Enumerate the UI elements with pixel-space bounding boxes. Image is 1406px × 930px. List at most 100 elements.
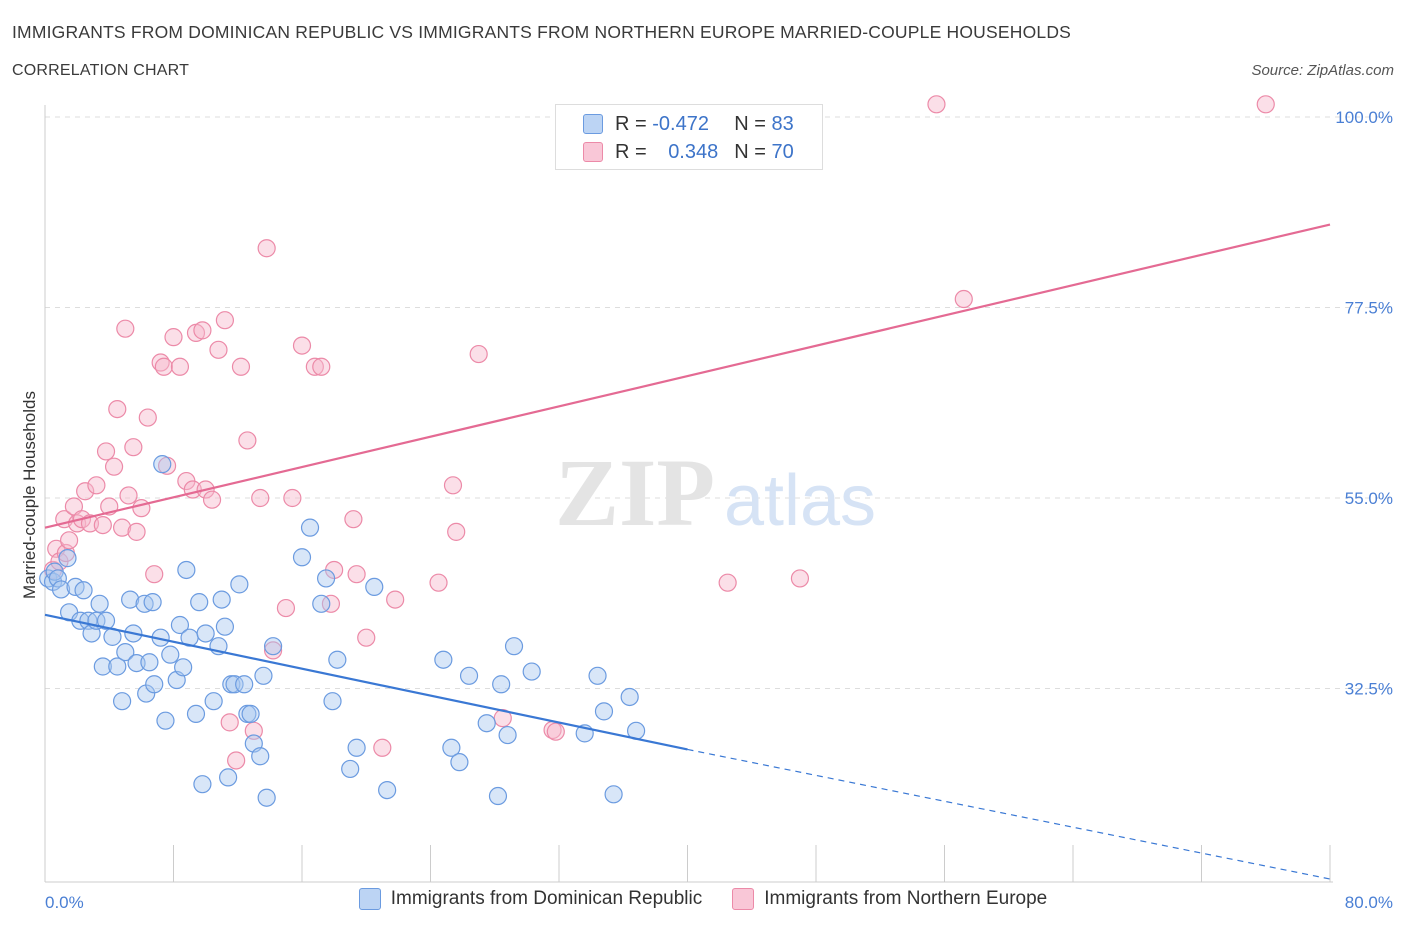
dominican-point (604, 785, 623, 804)
northern-europe-point (305, 357, 324, 376)
northern-europe-point (138, 408, 157, 427)
dominican-point (594, 702, 614, 721)
dominican-point (190, 593, 209, 612)
dominican-point (522, 662, 541, 681)
dominican-point (300, 518, 320, 537)
northern-europe-point (116, 319, 135, 338)
dominican-point (39, 569, 58, 588)
legend-label-dominican: Immigrants from Dominican Republic (390, 888, 703, 909)
dominican-point (323, 692, 342, 711)
dominican-point (459, 666, 479, 685)
legend-swatch-pink (732, 888, 755, 910)
dominican-point (186, 704, 206, 724)
northern-europe-point (429, 573, 448, 592)
northern-europe-points (43, 95, 1275, 770)
legend-n-value: 70 (771, 140, 794, 163)
northern-europe-point (321, 594, 341, 613)
dominican-point (112, 692, 132, 711)
northern-europe-point (93, 515, 112, 535)
northern-europe-point (276, 598, 296, 618)
northern-europe-point (347, 565, 366, 584)
legend-label-northern-europe: Immigrants from Northern Europe (764, 888, 1048, 909)
legend-item-dominican: Immigrants from Dominican Republic (358, 888, 703, 910)
dominican-point (620, 687, 639, 707)
chart-subtitle: CORRELATION CHART (12, 62, 190, 79)
northern-europe-point (927, 95, 946, 114)
northern-europe-point (257, 239, 276, 258)
northern-europe-point (215, 311, 234, 330)
dominican-point (156, 711, 175, 730)
northern-europe-point (119, 486, 138, 505)
dominican-point (492, 675, 511, 694)
legend-item-northern-europe: Immigrants from Northern Europe (732, 888, 1047, 910)
dominican-point (93, 657, 112, 676)
dominican-point (127, 653, 146, 673)
dominican-point (170, 615, 190, 635)
northern-europe-point (104, 457, 124, 476)
northern-europe-trend-line (44, 223, 1331, 529)
dominican-point (96, 611, 116, 630)
northern-europe-point (373, 738, 392, 757)
northern-europe-point (170, 357, 190, 376)
dominican-point (212, 590, 231, 609)
y-axis-title: Married-couple Households (20, 391, 39, 599)
northern-europe-point (164, 328, 183, 347)
dominican-point (225, 675, 244, 694)
dominican-point (116, 642, 135, 662)
y-tick-label: 77.5% (1345, 299, 1393, 318)
dominican-point (241, 704, 260, 724)
legend-n-label: N = (734, 140, 766, 163)
northern-europe-point (238, 431, 257, 450)
legend-row-dominican: R = -0.472 N = 83 (556, 110, 794, 138)
dominican-point (498, 725, 517, 745)
dominican-point (174, 658, 193, 677)
dominican-point (215, 617, 234, 636)
dominican-point (74, 581, 93, 600)
y-tick-labels: 32.5% 55.0% 77.5% 100.0% (1335, 108, 1393, 699)
dominican-point (177, 560, 196, 580)
northern-europe-point (76, 482, 95, 501)
northern-europe-point (263, 641, 283, 660)
northern-europe-point (469, 344, 488, 364)
northern-europe-point (227, 751, 246, 770)
dominican-point (378, 780, 397, 800)
dominican-point (145, 675, 164, 694)
dominican-point (153, 455, 172, 474)
trend-lines (44, 223, 1331, 880)
northern-europe-point (1256, 95, 1275, 114)
y-tick-label: 100.0% (1335, 108, 1393, 127)
dominican-trend-extension (687, 748, 1331, 880)
legend-swatch-pink (583, 142, 603, 162)
northern-europe-point (790, 569, 810, 588)
legend-r-value: -0.472 (652, 112, 709, 135)
dominican-point (488, 786, 508, 806)
dominican-point (450, 753, 469, 772)
dominican-point (263, 637, 283, 656)
y-tick-label: 32.5% (1345, 680, 1393, 699)
gridlines (45, 116, 1393, 689)
dominican-point (588, 666, 607, 685)
northern-europe-point (209, 340, 228, 359)
northern-europe-point (59, 531, 79, 550)
correlation-legend: R = -0.472 N = 83 R = 0.348 N = 70 (555, 104, 823, 170)
northern-europe-point (357, 628, 376, 647)
dominican-point (316, 569, 336, 588)
northern-europe-point (145, 565, 164, 584)
dominican-point (347, 738, 366, 757)
series-legend: Immigrants from Dominican Republic Immig… (0, 888, 1406, 910)
dominican-point (254, 666, 273, 685)
legend-row-northern-europe: R = 0.348 N = 70 (556, 138, 794, 166)
legend-n-label: N = (734, 112, 766, 135)
legend-swatch-blue (583, 114, 603, 134)
dominican-point (504, 637, 524, 656)
dominican-point (48, 569, 67, 588)
northern-europe-point (954, 289, 973, 309)
legend-swatch-blue (358, 888, 381, 910)
northern-europe-point (546, 722, 565, 741)
northern-europe-point (718, 573, 737, 592)
legend-r-value: 0.348 (668, 140, 719, 163)
dominican-point (161, 645, 180, 664)
northern-europe-point (312, 357, 331, 376)
northern-europe-point (96, 442, 116, 461)
